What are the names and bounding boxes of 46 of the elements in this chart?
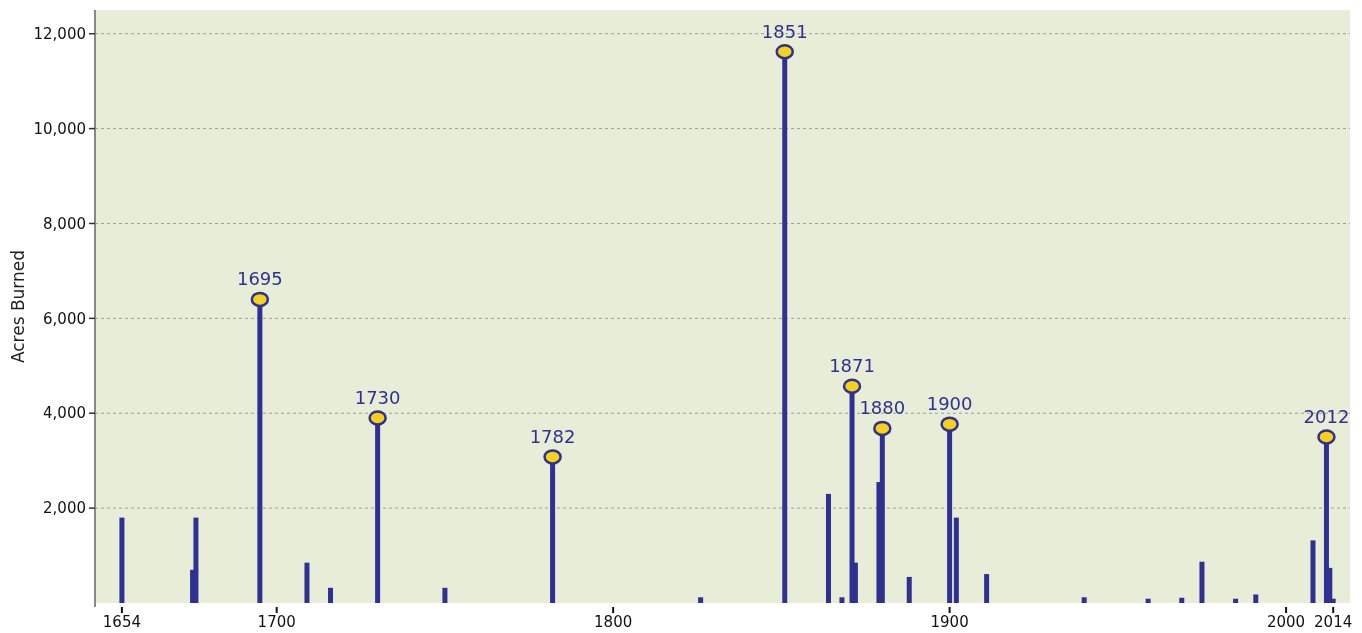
annotation: 1900 bbox=[926, 393, 973, 415]
bar bbox=[906, 576, 912, 603]
annotation: 1782 bbox=[529, 425, 576, 447]
annotation: 1851 bbox=[761, 20, 808, 42]
point bbox=[368, 410, 387, 426]
x-tick-label: 1800 bbox=[594, 613, 633, 631]
bar bbox=[1145, 598, 1151, 603]
annotation: 2012 bbox=[1303, 405, 1350, 427]
annotation: 1871 bbox=[829, 355, 875, 377]
bar bbox=[442, 587, 448, 603]
bar bbox=[839, 597, 845, 603]
annotation: 1880 bbox=[859, 397, 906, 419]
point bbox=[873, 420, 892, 437]
bar bbox=[1199, 561, 1205, 603]
bar bbox=[1081, 597, 1087, 603]
point bbox=[842, 378, 862, 394]
point bbox=[1317, 429, 1336, 445]
point bbox=[543, 449, 562, 465]
bar bbox=[193, 517, 199, 603]
bar bbox=[1233, 598, 1239, 603]
annotation: 1695 bbox=[236, 268, 283, 290]
x-tick-label: 1700 bbox=[257, 613, 296, 631]
y-tick-label: 6,000 bbox=[43, 309, 86, 328]
y-tick-label: 12,000 bbox=[33, 24, 86, 43]
point bbox=[775, 44, 794, 60]
bar bbox=[1253, 594, 1259, 603]
bar bbox=[1179, 597, 1185, 603]
annotation: 1730 bbox=[354, 386, 401, 408]
x-tick-label: 2014 bbox=[1314, 613, 1353, 631]
y-tick-label: 8,000 bbox=[43, 214, 86, 233]
x-tick-label: 1654 bbox=[102, 613, 142, 631]
bar bbox=[825, 493, 831, 603]
bar bbox=[304, 562, 310, 603]
point bbox=[250, 291, 270, 308]
x-tick-label: 2000 bbox=[1266, 613, 1306, 631]
point bbox=[940, 416, 959, 432]
y-tick-label: 4,000 bbox=[43, 404, 86, 423]
bar bbox=[698, 597, 704, 603]
bar bbox=[1310, 540, 1316, 603]
x-tick-label: 1900 bbox=[930, 613, 969, 631]
y-tick-label: 2,000 bbox=[43, 499, 86, 518]
y-tick-label: 10,000 bbox=[33, 119, 86, 138]
bar bbox=[984, 574, 990, 603]
bar bbox=[119, 517, 125, 603]
bar bbox=[328, 587, 334, 603]
y-axis-title: Acres Burned bbox=[8, 249, 28, 364]
